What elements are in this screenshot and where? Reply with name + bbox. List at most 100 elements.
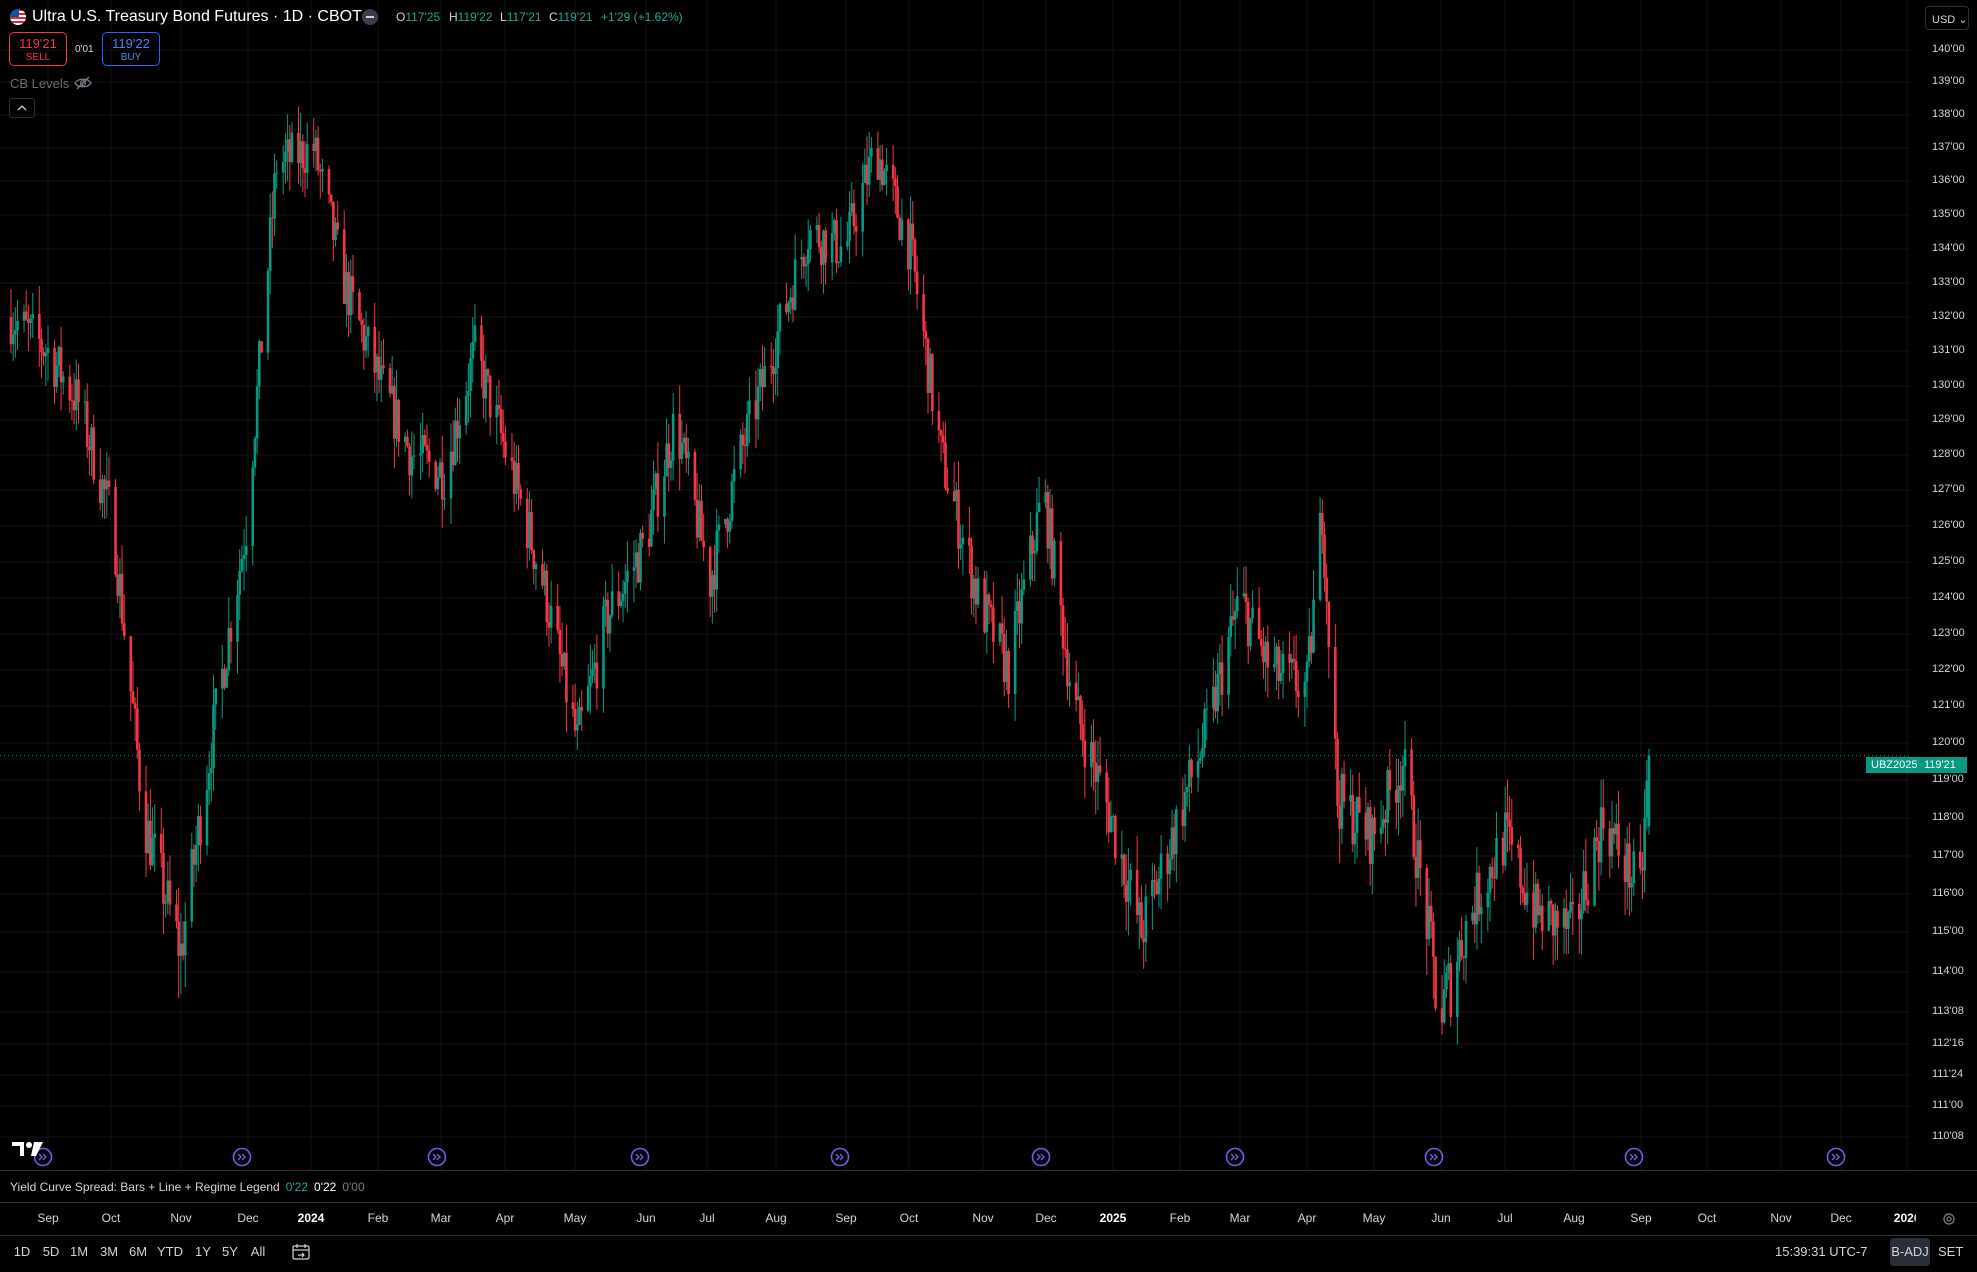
candle-body: [985, 594, 989, 633]
candle-body: [332, 201, 335, 241]
candle-body: [1090, 742, 1093, 768]
price-chart[interactable]: [0, 0, 1910, 1170]
candle-body: [327, 168, 331, 195]
candle-body: [911, 223, 915, 240]
event-marker-icon[interactable]: [1225, 1147, 1245, 1167]
range-button-5d[interactable]: 5D: [42, 1244, 60, 1259]
candle-body: [1236, 596, 1239, 612]
candle-body: [565, 652, 568, 703]
candle-body: [621, 593, 625, 602]
candle-body: [149, 820, 152, 866]
back-adjust-button[interactable]: B-ADJ: [1890, 1238, 1930, 1266]
pane-divider[interactable]: [0, 1170, 1977, 1171]
price-tick-label: 117'00: [1932, 849, 1964, 861]
range-button-ytd[interactable]: YTD: [157, 1244, 183, 1259]
buy-label: BUY: [120, 52, 142, 63]
event-marker-icon[interactable]: [232, 1147, 252, 1167]
candle-body: [153, 833, 157, 838]
candle-body: [939, 430, 943, 436]
collapse-indicators-button[interactable]: [9, 98, 35, 118]
range-button-1y[interactable]: 1Y: [195, 1244, 211, 1259]
candle-body: [545, 570, 549, 623]
candle-body: [297, 132, 300, 164]
candle-body: [1246, 602, 1250, 647]
candle-body: [595, 662, 599, 689]
candle-body: [281, 161, 285, 173]
range-button-6m[interactable]: 6M: [128, 1244, 148, 1259]
event-marker-icon[interactable]: [1826, 1147, 1846, 1167]
settings-gear-icon[interactable]: [1942, 1212, 1956, 1226]
clock-timezone[interactable]: 15:39:31 UTC-7: [1775, 1244, 1868, 1259]
candle-body: [589, 676, 592, 686]
candle-body: [1201, 748, 1204, 758]
event-marker-icon[interactable]: [33, 1147, 53, 1167]
range-button-5y[interactable]: 5Y: [222, 1244, 238, 1259]
candle-body: [312, 143, 316, 152]
candle-body: [107, 480, 111, 487]
candle-body: [1294, 661, 1298, 692]
price-axis[interactable]: 140'00 139'00 138'00 137'00 136'00 135'00 134'…: [1910, 0, 1977, 1170]
candle-body: [159, 833, 163, 853]
candle-body: [1427, 905, 1431, 940]
candle-body: [573, 708, 577, 731]
candle-body: [1577, 903, 1581, 920]
candle-body: [1183, 791, 1187, 827]
candle-body: [454, 420, 457, 465]
settlement-button[interactable]: SET: [1938, 1244, 1964, 1259]
range-button-1m[interactable]: 1M: [69, 1244, 89, 1259]
candle-body: [42, 351, 45, 357]
symbol-title[interactable]: Ultra U.S. Treasury Bond Futures · 1D · …: [32, 8, 362, 25]
candle-body: [1401, 766, 1405, 791]
currency-selector[interactable]: USD ⌄: [1925, 6, 1969, 30]
candle-body: [1628, 843, 1631, 888]
candle-body: [251, 467, 255, 547]
range-button-1d[interactable]: 1D: [13, 1244, 31, 1259]
candle-body: [271, 217, 274, 219]
eye-hidden-icon[interactable]: [74, 76, 92, 90]
candle-body: [1307, 636, 1311, 662]
candle-body: [286, 139, 289, 152]
candle-body: [419, 453, 422, 456]
candle-body: [225, 670, 228, 688]
indicator-legend[interactable]: Yield Curve Spread: Bars + Line + Regime…: [10, 1180, 365, 1194]
candle-body: [347, 272, 350, 316]
candle-body: [867, 156, 871, 185]
candle-body: [183, 921, 187, 956]
candle-body: [1105, 772, 1108, 803]
minimize-legend-button[interactable]: [362, 9, 378, 25]
candle-body: [822, 230, 825, 265]
range-button-all[interactable]: All: [250, 1244, 266, 1259]
candle-body: [288, 139, 292, 162]
price-tick-label: 120'00: [1932, 736, 1965, 748]
event-marker-icon[interactable]: [830, 1147, 850, 1167]
sell-button[interactable]: 119'21 SELL: [9, 32, 67, 66]
candle-body: [1094, 762, 1098, 782]
candle-body: [436, 477, 440, 490]
candle-body: [1567, 912, 1570, 929]
candle-body: [1111, 816, 1115, 818]
event-marker-icon[interactable]: [630, 1147, 650, 1167]
candle-body: [1601, 807, 1605, 829]
range-button-3m[interactable]: 3M: [99, 1244, 119, 1259]
buy-button[interactable]: 119'22 BUY: [102, 32, 160, 66]
time-axis[interactable]: [0, 1203, 1910, 1235]
candle-body: [1551, 904, 1555, 936]
candle-body: [819, 247, 823, 265]
candle-body: [101, 479, 104, 504]
candle-body: [11, 334, 15, 345]
candle-body: [1538, 905, 1542, 916]
candle-body: [1440, 1008, 1444, 1023]
candle-body: [190, 849, 194, 922]
candle-body: [1386, 770, 1389, 823]
event-marker-icon[interactable]: [1031, 1147, 1051, 1167]
candle-body: [1569, 901, 1572, 913]
cb-levels-indicator[interactable]: CB Levels: [10, 76, 70, 91]
indicator-value-2: 0'22: [314, 1180, 337, 1194]
time-tick-label: Nov: [1770, 1211, 1792, 1225]
candle-body: [390, 385, 394, 394]
date-range-icon[interactable]: [291, 1242, 311, 1262]
event-marker-icon[interactable]: [427, 1147, 447, 1167]
time-tick-label: Mar: [430, 1211, 452, 1225]
event-marker-icon[interactable]: [1424, 1147, 1444, 1167]
event-marker-icon[interactable]: [1624, 1147, 1644, 1167]
